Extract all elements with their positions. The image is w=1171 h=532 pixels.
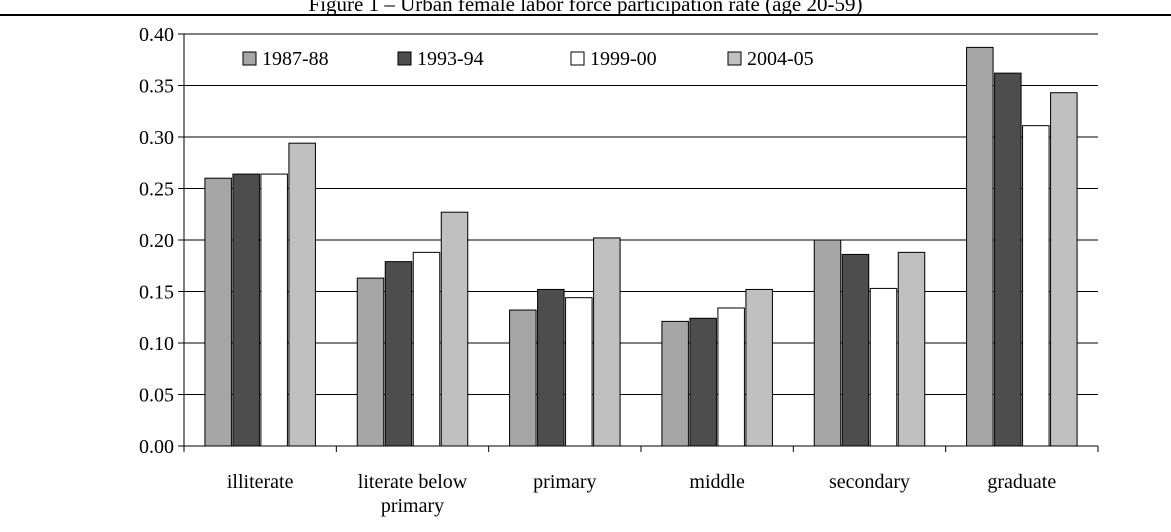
bar-2004-05-3	[745, 288, 773, 447]
x-category-label: illiterate	[227, 471, 294, 493]
bar-1987-88-5	[966, 46, 994, 447]
legend-swatch-2004-05	[727, 51, 742, 66]
bar-2004-05-1	[440, 211, 469, 447]
legend-swatch-1987-88	[242, 51, 257, 66]
top-rule	[0, 14, 1171, 16]
bar-1987-88-4	[813, 239, 842, 447]
bar-1993-94-0	[232, 173, 260, 447]
bar-1993-94-4	[841, 253, 870, 447]
bars	[204, 46, 1078, 447]
bar-1987-88-3	[661, 320, 689, 447]
bar-1999-00-0	[260, 173, 288, 447]
bar-2004-05-5	[1050, 92, 1078, 447]
x-category-label: primary	[381, 495, 444, 517]
bar-2004-05-0	[288, 142, 316, 447]
bar-2004-05-2	[593, 237, 621, 447]
x-category-label: graduate	[987, 471, 1056, 493]
y-tick-label: 0.35	[139, 76, 174, 98]
bar-1987-88-0	[204, 177, 232, 447]
bar-1987-88-2	[509, 309, 537, 447]
legend-label-1993-94: 1993-94	[417, 48, 484, 70]
chart-title: Figure 1 – Urban female labor force part…	[308, 0, 863, 16]
y-tick-label: 0.10	[139, 333, 174, 355]
y-tick-label: 0.00	[139, 436, 174, 458]
bar-1999-00-3	[717, 307, 745, 447]
y-tick-label: 0.25	[139, 179, 174, 201]
bar-2004-05-4	[897, 251, 926, 447]
x-category-label: primary	[533, 471, 596, 493]
axes: 0.00 0.05 0.10 0.15 0.20 0.25 0.30 0.35 0.40 illi…	[139, 24, 1099, 517]
bar-1993-94-3	[689, 317, 717, 447]
legend-swatch-1999-00	[570, 51, 585, 66]
y-tick-label: 0.40	[139, 24, 174, 46]
legend-label-1999-00: 1999-00	[590, 48, 657, 70]
bar-1987-88-1	[356, 277, 385, 447]
legend: 1987-88 1993-94 1999-00 2004-05	[242, 48, 814, 70]
y-tick-label: 0.20	[139, 230, 174, 252]
bar-1999-00-5	[1022, 125, 1050, 447]
bar-1999-00-1	[412, 251, 441, 447]
y-tick-label: 0.30	[139, 127, 174, 149]
bar-1993-94-5	[994, 72, 1022, 447]
legend-label-2004-05: 2004-05	[747, 48, 814, 70]
y-tick-label: 0.15	[139, 282, 174, 304]
bar-1999-00-2	[565, 297, 593, 447]
y-tick-label: 0.05	[139, 385, 174, 407]
bar-1993-94-1	[384, 261, 413, 447]
bar-1993-94-2	[537, 288, 565, 447]
x-category-label: secondary	[829, 471, 910, 493]
bar-1999-00-4	[869, 287, 898, 447]
x-category-label: literate below	[358, 471, 468, 493]
legend-label-1987-88: 1987-88	[262, 48, 329, 70]
x-category-label: middle	[689, 471, 745, 493]
gridlines	[184, 33, 1098, 395]
legend-swatch-1993-94	[397, 51, 412, 66]
